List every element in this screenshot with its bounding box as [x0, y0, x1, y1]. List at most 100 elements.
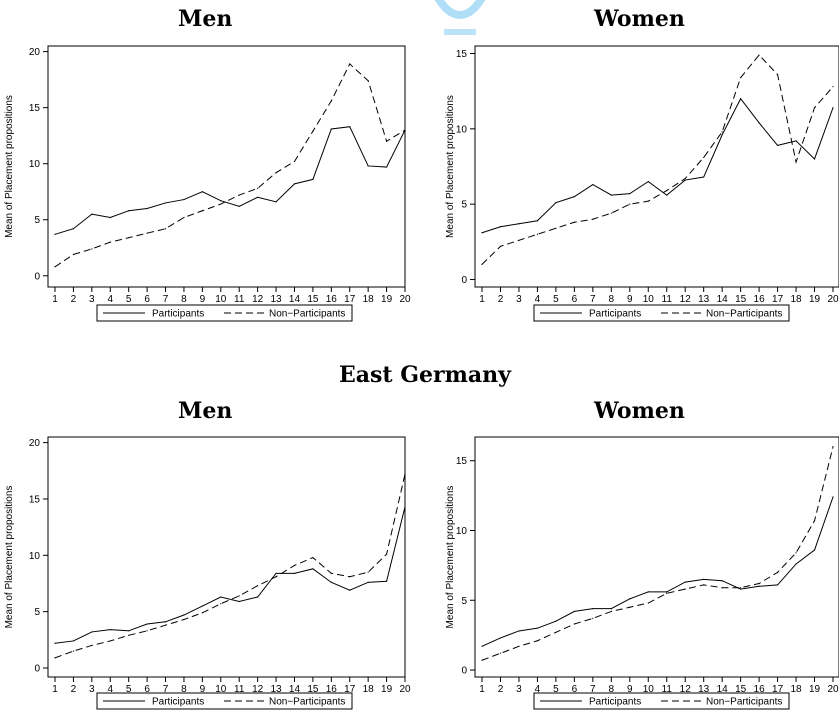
data-point-participants: [573, 196, 575, 198]
x-tick-label: 16: [326, 684, 338, 695]
data-point-participants: [481, 645, 483, 647]
data-point-participants: [629, 193, 631, 195]
x-tick-label: 14: [717, 294, 729, 305]
y-axis-label: Mean of Placement propositions: [445, 95, 456, 238]
data-point-participants: [684, 179, 686, 181]
chart-panel-2: 051015201234567891011121314151617181920S…: [4, 436, 411, 710]
data-point-non-participants: [555, 631, 557, 633]
x-tick-label: 18: [363, 294, 375, 305]
data-point-participants: [555, 620, 557, 622]
x-tick-label: 9: [627, 684, 633, 695]
x-tick-label: 16: [326, 294, 338, 305]
data-point-participants: [499, 226, 502, 228]
data-point-participants: [813, 549, 816, 551]
data-point-non-participants: [330, 100, 332, 102]
x-tick-label: 4: [535, 684, 541, 695]
legend-label-participants: Participants: [152, 697, 204, 708]
data-point-non-participants: [385, 553, 388, 555]
legend-label-non-participants: Non−Participants: [269, 697, 345, 708]
x-tick-label: 15: [307, 294, 319, 305]
x-tick-label: 17: [344, 294, 356, 305]
x-tick-label: 7: [163, 294, 169, 305]
data-point-non-participants: [257, 187, 259, 189]
x-tick-label: 7: [590, 294, 596, 305]
data-point-non-participants: [647, 602, 649, 604]
data-point-participants: [54, 642, 56, 644]
x-tick-label: 18: [790, 294, 802, 305]
data-point-participants: [592, 608, 594, 610]
legend-label-participants: Participants: [589, 309, 641, 320]
data-point-participants: [758, 585, 760, 587]
data-point-participants: [385, 580, 388, 582]
data-point-participants: [647, 591, 649, 593]
x-tick-label: 9: [200, 294, 206, 305]
data-point-participants: [183, 198, 185, 201]
data-point-non-participants: [183, 618, 185, 621]
data-point-non-participants: [536, 640, 539, 642]
data-point-participants: [109, 629, 111, 631]
y-tick-label: 5: [34, 215, 40, 226]
y-tick-label: 0: [34, 271, 40, 282]
data-point-participants: [795, 563, 797, 565]
chart-panel-3: 0510151234567891011121314151617181920Str…: [445, 436, 839, 710]
data-point-non-participants: [109, 640, 111, 642]
panel-title-east-women: Women: [594, 398, 685, 424]
x-tick-label: 15: [735, 294, 747, 305]
y-tick-label: 15: [456, 49, 468, 60]
y-tick-label: 15: [29, 494, 41, 505]
x-tick-label: 6: [144, 684, 150, 695]
data-point-participants: [330, 581, 332, 583]
x-tick-label: 1: [52, 684, 58, 695]
y-tick-label: 20: [29, 47, 41, 58]
data-point-non-participants: [832, 446, 834, 448]
data-point-non-participants: [128, 634, 130, 636]
data-point-non-participants: [499, 245, 502, 247]
x-tick-label: 12: [680, 294, 692, 305]
data-point-non-participants: [610, 212, 612, 214]
y-tick-label: 5: [34, 607, 40, 618]
data-point-non-participants: [592, 218, 594, 220]
x-tick-label: 3: [89, 684, 95, 695]
data-point-participants: [128, 210, 130, 212]
data-point-participants: [91, 213, 93, 215]
data-point-participants: [220, 596, 222, 598]
data-point-participants: [666, 194, 668, 196]
data-point-non-participants: [275, 172, 277, 174]
x-tick-label: 5: [126, 684, 132, 695]
data-point-non-participants: [536, 233, 539, 235]
x-tick-label: 2: [498, 684, 504, 695]
data-point-participants: [293, 572, 296, 574]
x-tick-label: 8: [181, 684, 187, 695]
x-tick-label: 10: [643, 294, 655, 305]
data-point-non-participants: [795, 161, 797, 163]
plot-frame: [474, 436, 839, 678]
x-tick-label: 5: [126, 294, 132, 305]
data-point-non-participants: [54, 266, 56, 268]
series-line-non-participants: [54, 474, 406, 659]
x-tick-label: 10: [643, 684, 655, 695]
data-point-non-participants: [385, 140, 388, 142]
data-point-participants: [128, 630, 130, 632]
x-tick-label: 8: [181, 294, 187, 305]
data-point-participants: [481, 232, 483, 234]
data-point-participants: [183, 614, 185, 616]
legend-label-participants: Participants: [152, 309, 204, 320]
plot-frame: [47, 45, 406, 288]
data-point-non-participants: [238, 194, 240, 196]
data-point-participants: [832, 107, 834, 109]
series-line-participants: [481, 97, 834, 234]
data-point-non-participants: [146, 232, 148, 234]
data-point-participants: [367, 581, 369, 583]
data-point-non-participants: [573, 623, 575, 625]
data-point-non-participants: [349, 576, 351, 578]
data-point-participants: [518, 223, 520, 225]
x-tick-label: 16: [754, 684, 766, 695]
x-tick-label: 2: [498, 294, 504, 305]
data-point-participants: [647, 180, 649, 183]
x-tick-label: 13: [270, 684, 282, 695]
x-tick-label: 15: [735, 684, 747, 695]
panel-title-east-men: Men: [178, 398, 233, 424]
data-point-non-participants: [647, 200, 649, 202]
x-tick-label: 12: [252, 684, 264, 695]
data-point-participants: [275, 572, 277, 574]
